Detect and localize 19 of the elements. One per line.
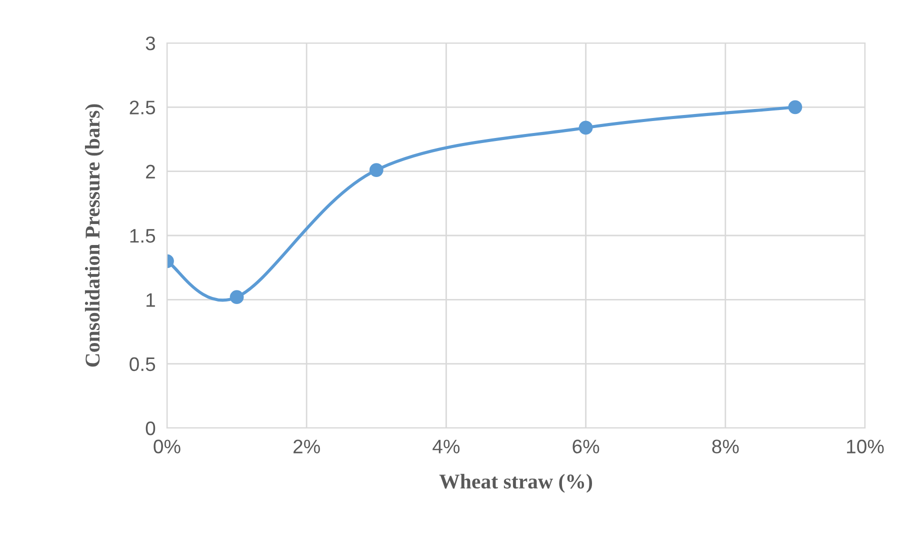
point [230, 290, 244, 304]
x-tick-label: 4% [432, 440, 460, 454]
x-tick-label: 8% [712, 440, 739, 454]
x-tick-label: 2% [294, 440, 320, 454]
y-tick-label: 0.5 [130, 357, 156, 372]
point [788, 100, 802, 114]
x-tick-label: 10% [847, 440, 884, 454]
x-axis-title: Wheat straw (%) [439, 474, 592, 493]
y-axis-title: Consolidation Pressure (bars) [84, 104, 104, 367]
x-tick-label: 0% [154, 440, 180, 454]
y-tick-label: 0 [146, 421, 156, 436]
y-tick-label: 2.5 [130, 100, 156, 114]
y-tick-label: 1.5 [130, 229, 156, 243]
y-tick-label: 2 [146, 164, 155, 178]
y-tick-label: 1 [146, 293, 155, 307]
point [369, 163, 384, 177]
y-tick-label: 3 [146, 36, 156, 50]
point [578, 120, 593, 135]
x-tick-label: 6% [572, 440, 600, 454]
